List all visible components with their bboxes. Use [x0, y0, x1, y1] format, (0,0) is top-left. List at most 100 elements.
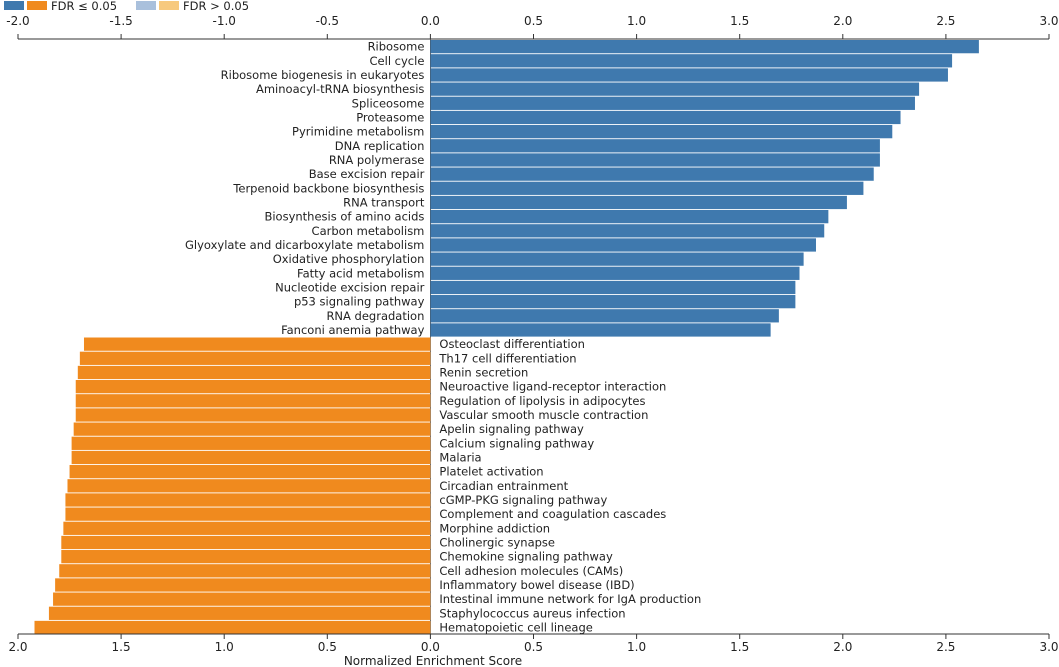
legend-label: FDR ≤ 0.05 [51, 0, 117, 13]
bar [430, 195, 847, 210]
bar-label: Vascular smooth muscle contraction [439, 408, 648, 422]
bar [63, 521, 431, 535]
top-tick-label: 2.0 [833, 14, 852, 28]
bar [430, 82, 920, 96]
bar-label: Platelet activation [439, 465, 543, 479]
bar-label: Biosynthesis of amino acids [264, 210, 424, 224]
bar [73, 422, 431, 436]
bar-label: Malaria [439, 450, 481, 464]
bar-label: Cell adhesion molecules (CAMs) [439, 564, 623, 578]
bar-label: Renin secretion [439, 365, 528, 379]
bar-label: Intestinal immune network for IgA produc… [439, 592, 701, 606]
bar [430, 96, 915, 110]
top-tick-label: 1.5 [730, 14, 749, 28]
bar [430, 266, 800, 280]
bar [75, 408, 431, 422]
bar [430, 167, 874, 181]
bottom-tick-label: 1.5 [730, 640, 749, 654]
bar [61, 550, 431, 564]
bars [34, 40, 979, 635]
bar [77, 365, 431, 380]
bottom-tick-label: 1.0 [215, 640, 234, 654]
bar-label: RNA polymerase [329, 153, 425, 167]
bottom-tick-label: 2.0 [833, 640, 852, 654]
bar [71, 436, 431, 450]
top-tick-label: -1.0 [212, 14, 235, 28]
bar [430, 280, 796, 295]
bar [430, 54, 953, 68]
bar [83, 337, 431, 351]
bar [430, 110, 901, 125]
top-tick-label: 3.0 [1039, 14, 1058, 28]
top-tick-label: -1.5 [109, 14, 132, 28]
bar [430, 153, 880, 167]
bar [71, 450, 431, 465]
axis-titles: Normalized Enrichment Score [344, 654, 522, 667]
bar-label: Spliceosome [352, 96, 425, 110]
bar-label: Th17 cell differentiation [438, 351, 576, 365]
bottom-tick-label: 0.5 [318, 640, 337, 654]
bar [430, 68, 948, 82]
bar [75, 380, 431, 394]
bar-label: Glyoxylate and dicarboxylate metabolism [185, 238, 424, 252]
bar [430, 139, 880, 153]
legend-swatch [136, 1, 156, 10]
bar-label: Proteasome [356, 110, 424, 124]
bar [55, 578, 431, 592]
legend: FDR ≤ 0.05 FDR > 0.05 [4, 0, 249, 13]
bar-label: DNA replication [335, 139, 425, 153]
bar-label: Inflammatory bowel disease (IBD) [439, 578, 634, 592]
bar-label: Carbon metabolism [312, 224, 425, 238]
bar [75, 394, 431, 408]
bar [65, 507, 431, 521]
bar-label: Nucleotide excision repair [275, 280, 425, 294]
bottom-tick-label: 3.0 [1039, 640, 1058, 654]
legend-swatch [4, 1, 24, 10]
bottom-axis: 2.0 1.5 1.0 0.5 0.0 0.5 1.0 1.5 2.0 2.5 3.0 [8, 633, 1059, 654]
bar [67, 479, 431, 493]
bar [430, 210, 829, 224]
bar-label: Cholinergic synapse [439, 535, 555, 549]
top-tick-label: 0.0 [421, 14, 440, 28]
bar-label: Osteoclast differentiation [439, 337, 585, 351]
bar-label: Base excision repair [309, 167, 425, 181]
bar-label: p53 signaling pathway [294, 295, 425, 309]
bar-label: Oxidative phosphorylation [273, 252, 425, 266]
bar-label: Ribosome [368, 40, 425, 54]
bar-label: Complement and coagulation cascades [439, 507, 666, 521]
bar [61, 535, 431, 550]
bar [48, 606, 431, 620]
bar [430, 125, 893, 139]
bottom-tick-label: 1.5 [112, 640, 131, 654]
top-tick-label: 2.5 [936, 14, 955, 28]
bar-label: Hematopoietic cell lineage [439, 620, 592, 634]
bar-label: Morphine addiction [439, 521, 550, 535]
bar-label: Fanconi anemia pathway [281, 323, 425, 337]
bar-label: Calcium signaling pathway [439, 436, 594, 450]
bottom-tick-label: 2.0 [8, 640, 27, 654]
bar-label: Staphylococcus aureus infection [439, 606, 625, 620]
top-tick-label: -0.5 [316, 14, 339, 28]
bar-label: Chemokine signaling pathway [439, 550, 613, 564]
bar-label: cGMP-PKG signaling pathway [439, 493, 607, 507]
x-axis-title: Normalized Enrichment Score [344, 654, 522, 667]
bar-label: Ribosome biogenesis in eukaryotes [221, 68, 425, 82]
bottom-tick-label: 2.5 [936, 640, 955, 654]
bar-label: Cell cycle [370, 54, 425, 68]
bar-label: Pyrimidine metabolism [292, 125, 424, 139]
bottom-tick-label: 0.0 [421, 640, 440, 654]
legend-swatch [27, 1, 47, 10]
bar [69, 465, 431, 479]
bar-label: Regulation of lipolysis in adipocytes [439, 394, 645, 408]
bar [34, 620, 431, 635]
legend-swatch [159, 1, 179, 10]
bar-label: Aminoacyl-tRNA biosynthesis [256, 82, 424, 96]
top-tick-label: 0.5 [524, 14, 543, 28]
top-tick-label: -2.0 [6, 14, 29, 28]
bar [53, 592, 431, 606]
bar [430, 238, 816, 252]
bar [79, 351, 431, 365]
